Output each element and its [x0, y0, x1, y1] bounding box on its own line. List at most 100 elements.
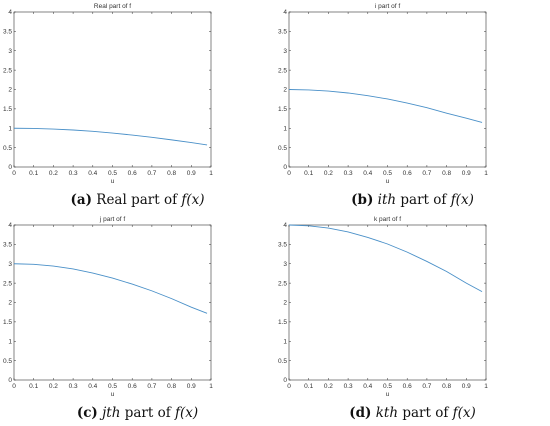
- y-tick-label: 3.5: [278, 29, 287, 36]
- x-tick-label: 0.7: [422, 383, 431, 390]
- caption-c-text: part of: [124, 405, 171, 421]
- y-tick-label: 2: [283, 300, 287, 307]
- x-tick-label: 0.9: [462, 170, 471, 177]
- x-tick-label: 0.6: [403, 170, 412, 177]
- caption-d-label: (d): [349, 405, 372, 421]
- x-tick-label: 0.1: [29, 170, 38, 177]
- plot-area: [288, 224, 487, 381]
- x-tick-label: 0.3: [69, 383, 78, 390]
- series-line: [288, 89, 483, 123]
- y-tick-label: 2.5: [3, 67, 12, 74]
- y-tick-label: 0.5: [3, 145, 12, 152]
- x-tick-label: 0.4: [88, 170, 97, 177]
- y-tick-label: 0.5: [278, 358, 287, 365]
- y-tick-label: 3.5: [278, 242, 287, 249]
- y-tick-label: 3: [8, 48, 12, 55]
- caption-a-label: (a): [70, 192, 92, 208]
- plot-area: [13, 11, 212, 168]
- y-tick-label: 2: [8, 87, 12, 94]
- y-tick-label: 0: [283, 377, 287, 384]
- series-line: [13, 127, 208, 146]
- y-tick-label: 4: [283, 9, 287, 16]
- chart-title: j part of f: [99, 216, 125, 223]
- y-tick-label: 1: [8, 338, 12, 345]
- x-tick-label: 0.2: [49, 170, 58, 177]
- x-tick-label: 1: [209, 170, 213, 177]
- y-tick-label: 3.5: [3, 29, 12, 36]
- caption-b-text: part of: [400, 192, 447, 208]
- x-tick-label: 0.1: [304, 170, 313, 177]
- x-tick-label: 0.5: [108, 170, 117, 177]
- x-tick-label: 0.6: [403, 383, 412, 390]
- caption-d-math: f(x): [452, 405, 476, 421]
- x-tick-label: 0.8: [442, 383, 451, 390]
- y-tick-label: 1: [283, 338, 287, 345]
- caption-b-math: f(x): [450, 192, 474, 208]
- x-tick-label: 0.5: [383, 383, 392, 390]
- x-tick-label: 1: [484, 383, 488, 390]
- x-tick-label: 0.9: [462, 383, 471, 390]
- x-axis-label: u: [111, 178, 115, 185]
- y-tick-label: 0.5: [278, 145, 287, 152]
- caption-a: (a) Real part of f(x): [0, 192, 275, 208]
- y-tick-label: 3.5: [3, 242, 12, 249]
- caption-c: (c) jth part of f(x): [0, 405, 275, 421]
- chart-panel-a: Real part of f 0 0.1 0.2 0.3 0.4 0.5 0.6 0.7 0.8 0…: [0, 0, 275, 213]
- x-tick-label: 0.1: [29, 383, 38, 390]
- caption-a-math: f(x): [181, 192, 205, 208]
- y-tick-label: 3: [283, 261, 287, 268]
- caption-b-label: (b): [351, 192, 374, 208]
- x-tick-label: 0: [12, 383, 16, 390]
- x-tick-label: 0.1: [304, 383, 313, 390]
- caption-d-prefix: kth: [375, 405, 399, 421]
- x-axis-label: u: [386, 391, 390, 398]
- x-tick-label: 0.3: [344, 170, 353, 177]
- x-tick-label: 0.8: [167, 383, 176, 390]
- caption-c-math: f(x): [175, 405, 199, 421]
- x-tick-label: 0.3: [69, 170, 78, 177]
- y-tick-label: 1.5: [278, 319, 287, 326]
- x-tick-label: 0.7: [147, 383, 156, 390]
- y-tick-label: 0: [8, 164, 12, 171]
- x-tick-label: 0.7: [422, 170, 431, 177]
- x-axis-label: u: [111, 391, 115, 398]
- y-tick-label: 1.5: [3, 106, 12, 113]
- x-tick-label: 0.2: [324, 170, 333, 177]
- plot-area: [288, 11, 487, 168]
- y-tick-label: 4: [8, 222, 12, 229]
- y-tick-label: 1: [283, 125, 287, 132]
- series-line: [13, 263, 208, 314]
- x-tick-label: 0: [287, 383, 291, 390]
- x-tick-label: 0.4: [363, 383, 372, 390]
- caption-c-label: (c): [76, 405, 98, 421]
- caption-c-prefix: jth: [102, 405, 121, 421]
- y-tick-label: 0.5: [3, 358, 12, 365]
- x-tick-label: 0.5: [108, 383, 117, 390]
- y-tick-label: 3: [8, 261, 12, 268]
- y-tick-label: 1.5: [278, 106, 287, 113]
- x-tick-label: 0: [12, 170, 16, 177]
- y-tick-label: 0: [283, 164, 287, 171]
- x-tick-label: 0.9: [187, 170, 196, 177]
- x-tick-label: 1: [484, 170, 488, 177]
- x-tick-label: 0.2: [49, 383, 58, 390]
- series-line: [288, 224, 483, 293]
- chart-title: k part of f: [374, 216, 401, 223]
- y-tick-label: 2: [283, 87, 287, 94]
- x-tick-label: 0.4: [88, 383, 97, 390]
- chart-c-svg: j part of f 0 0.1 0.2 0.3 0.4 0.5 0.6 0.7 0.8 0.9 1…: [3, 216, 213, 398]
- y-tick-label: 0: [8, 377, 12, 384]
- y-tick-label: 1: [8, 125, 12, 132]
- chart-b-svg: i part of f 0 0.1 0.2 0.3 0.4 0.5 0.6 0.7 0.8 0.9 1…: [278, 3, 488, 185]
- y-tick-label: 4: [283, 222, 287, 229]
- y-tick-label: 2: [8, 300, 12, 307]
- x-tick-label: 0.7: [147, 170, 156, 177]
- caption-b-prefix: ith: [377, 192, 397, 208]
- caption-b: (b) ith part of f(x): [275, 192, 550, 208]
- y-tick-label: 3: [283, 48, 287, 55]
- chart-panel-d: k part of f 0 0.1 0.2 0.3 0.4 0.5 0.6 0.7 0.8 0.9 1…: [275, 213, 550, 426]
- x-tick-label: 0.6: [128, 170, 137, 177]
- chart-panel-b: i part of f 0 0.1 0.2 0.3 0.4 0.5 0.6 0.7 0.8 0.9 1…: [275, 0, 550, 213]
- y-tick-label: 1.5: [3, 319, 12, 326]
- caption-a-text: Real part of: [96, 192, 178, 208]
